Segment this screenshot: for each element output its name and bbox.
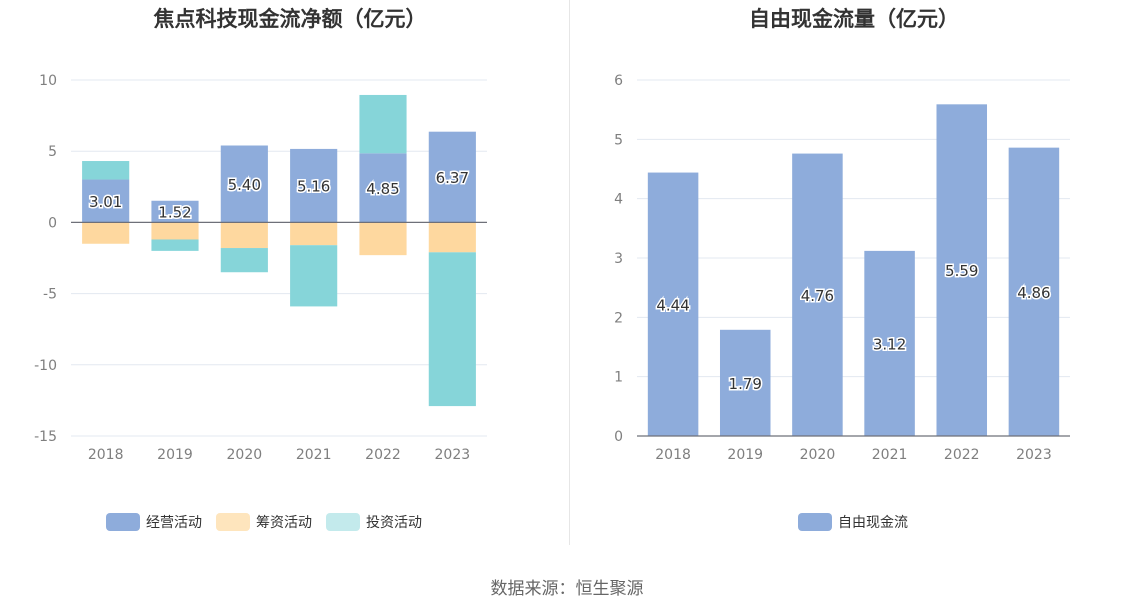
bar-operating-2020 xyxy=(220,145,268,223)
data-label: 4.85 xyxy=(366,180,399,198)
data-label: 1.79 xyxy=(729,375,762,393)
legend-swatch-investing xyxy=(326,513,360,531)
data-label: 3.12 xyxy=(873,335,906,353)
y-tick-label: 0 xyxy=(48,215,57,231)
legend-item-financing[interactable]: 筹资活动 xyxy=(216,512,312,532)
x-tick-label: 2020 xyxy=(800,447,836,463)
bar-investing-2023 xyxy=(428,252,476,407)
legend-label-financing: 筹资活动 xyxy=(256,515,312,531)
bar-investing-2021 xyxy=(290,245,338,307)
bar-free-cash-flow-2018 xyxy=(647,172,699,436)
bar-investing-2020 xyxy=(220,248,268,273)
data-label: 4.44 xyxy=(656,296,689,314)
bar-financing-2021 xyxy=(290,222,338,246)
y-tick-label: 3 xyxy=(614,251,623,267)
y-tick-label: 2 xyxy=(614,310,623,326)
y-tick-label: 6 xyxy=(614,73,623,89)
bar-investing-2022 xyxy=(359,94,407,154)
bar-free-cash-flow-2021 xyxy=(864,250,915,436)
x-tick-label: 2023 xyxy=(1016,447,1052,463)
legend-item-free-cash-flow[interactable]: 自由现金流 xyxy=(798,512,908,532)
y-tick-label: -10 xyxy=(34,358,57,374)
data-label: 5.59 xyxy=(945,262,978,280)
bar-operating-2022 xyxy=(359,153,407,223)
data-label: 5.16 xyxy=(297,178,330,196)
bar-financing-2019 xyxy=(151,222,199,240)
right-chart-legend: 自由现金流 xyxy=(798,511,908,533)
data-label: 1.52 xyxy=(158,204,191,222)
y-tick-label: 5 xyxy=(614,132,623,148)
right-chart-title: 自由现金流量（亿元） xyxy=(749,7,959,31)
bar-financing-2022 xyxy=(359,222,407,256)
x-tick-label: 2022 xyxy=(365,447,401,463)
bar-operating-2021 xyxy=(290,148,338,223)
data-label: 3.01 xyxy=(89,193,122,211)
bar-free-cash-flow-2022 xyxy=(936,104,988,437)
y-tick-label: -15 xyxy=(34,429,57,445)
x-tick-label: 2022 xyxy=(944,447,980,463)
left-chart-title: 焦点科技现金流净额（亿元） xyxy=(153,7,427,31)
bar-investing-2019 xyxy=(151,239,199,251)
left-chart-legend: 经营活动 筹资活动 投资活动 xyxy=(106,511,422,533)
x-tick-label: 2018 xyxy=(655,447,691,463)
legend-swatch-financing xyxy=(216,513,250,531)
x-tick-label: 2019 xyxy=(157,447,193,463)
cash-flow-net-chart: 10 5 0 -5 -10 -15 2018 2019 2020 2021 2022 2023 3.01… xyxy=(34,73,487,463)
bar-investing-2018 xyxy=(82,161,130,180)
bar-financing-2018 xyxy=(82,222,130,244)
bar-operating-2018 xyxy=(82,179,130,223)
bar-financing-2023 xyxy=(428,222,476,253)
legend-swatch-free-cash-flow xyxy=(798,513,832,531)
bar-free-cash-flow-2019 xyxy=(719,329,771,436)
x-tick-label: 2020 xyxy=(227,447,263,463)
y-tick-label: -5 xyxy=(43,287,57,303)
bar-operating-2023 xyxy=(428,131,476,223)
bar-financing-2020 xyxy=(220,222,268,249)
bar-free-cash-flow-2020 xyxy=(792,153,843,436)
x-tick-label: 2018 xyxy=(88,447,124,463)
x-tick-label: 2023 xyxy=(435,447,471,463)
x-tick-label: 2021 xyxy=(296,447,332,463)
legend-label-investing: 投资活动 xyxy=(366,515,422,531)
data-label: 4.76 xyxy=(801,287,834,305)
bar-operating-2019 xyxy=(151,200,199,223)
panel-divider xyxy=(569,0,570,545)
bar-free-cash-flow-2023 xyxy=(1008,147,1060,436)
data-label: 6.37 xyxy=(436,169,469,187)
x-tick-label: 2019 xyxy=(727,447,763,463)
legend-swatch-operating xyxy=(106,513,140,531)
legend-item-investing[interactable]: 投资活动 xyxy=(326,512,422,532)
y-tick-label: 1 xyxy=(614,370,623,386)
y-tick-label: 4 xyxy=(614,192,623,208)
y-tick-label: 0 xyxy=(614,429,623,445)
free-cash-flow-chart: 6 5 4 3 2 1 0 2018 2019 2020 2021 2022 2023 4.44 1.79 4… xyxy=(614,73,1070,463)
y-tick-label: 5 xyxy=(48,144,57,160)
data-label: 5.40 xyxy=(228,176,261,194)
y-tick-label: 10 xyxy=(39,73,57,89)
legend-item-operating[interactable]: 经营活动 xyxy=(106,512,202,532)
x-tick-label: 2021 xyxy=(872,447,908,463)
legend-label-free-cash-flow: 自由现金流 xyxy=(838,515,908,531)
data-label: 4.86 xyxy=(1017,284,1050,302)
legend-label-operating: 经营活动 xyxy=(146,515,202,531)
data-source-note: 数据来源：恒生聚源 xyxy=(490,579,644,599)
